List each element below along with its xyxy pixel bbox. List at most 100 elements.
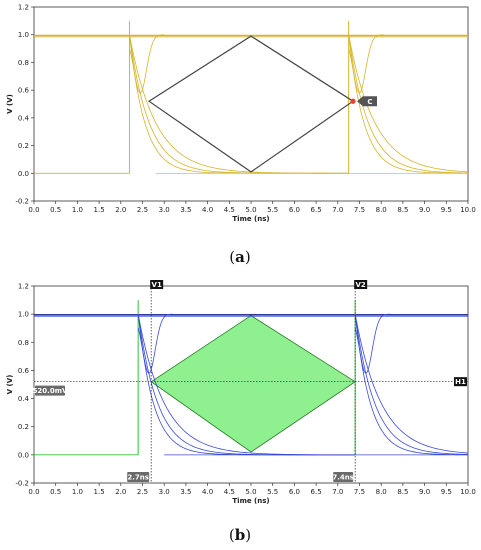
x-tick-label: 10.0 (460, 206, 476, 214)
y-tick-label: 0.2 (18, 142, 29, 150)
y-tick-label: 1.0 (18, 311, 29, 319)
x-tick-label: 2.5 (137, 206, 148, 214)
h1-value-tag (35, 385, 65, 396)
y-tick-label: 1.2 (18, 283, 29, 291)
x-tick-label: 3.5 (180, 488, 191, 496)
x-tick-label: 0.0 (28, 206, 39, 214)
x-tick-label: 4.0 (202, 488, 213, 496)
x-tick-label: 8.0 (376, 206, 387, 214)
x-tick-label: 9.5 (441, 206, 452, 214)
x-tick-label: 8.5 (397, 206, 408, 214)
trace-group (34, 300, 468, 456)
y-axis-label: V (V) (6, 375, 14, 395)
v1-value-tag (127, 472, 150, 482)
falling-trace (354, 314, 468, 454)
x-tick-label: 6.0 (289, 206, 300, 214)
x-tick-label: 9.0 (419, 488, 430, 496)
x-tick-label: 7.5 (354, 488, 365, 496)
eye-diagram-panel-a: 0.0 0.5 1.0 1.5 2.0 2.5 3.0 3.5 4.0 4.5 5.0 5.5 6.0 6… (6, 4, 476, 224)
x-tick-label: 9.5 (441, 488, 452, 496)
x-axis-label: Time (ns) (232, 497, 269, 505)
x-tick-label: 9.0 (419, 206, 430, 214)
h1-tag-label: H1 (455, 378, 466, 386)
x-tick-label: 1.5 (94, 488, 105, 496)
falling-trace (348, 34, 468, 174)
falling-trace (348, 34, 468, 174)
x-tick-label: 4.5 (224, 206, 235, 214)
caption-b: (b) (229, 526, 251, 544)
falling-trace (354, 314, 468, 456)
falling-trace (137, 314, 356, 456)
eye-cursor-point (350, 98, 356, 104)
y-tick-label: 0.6 (18, 367, 30, 375)
x-tick-label: 10.0 (460, 488, 476, 496)
y-tick-label: -0.2 (15, 198, 29, 206)
caption-a: (a) (229, 248, 250, 266)
x-tick-label: 6.0 (289, 488, 300, 496)
h1-tag (454, 377, 467, 387)
eye-opening-mask (150, 315, 356, 453)
v2-value-tag (333, 472, 354, 482)
y-tick-label: 0.6 (18, 87, 30, 95)
falling-trace (129, 34, 349, 174)
cursor-tag-label: C (367, 98, 372, 106)
v1-tag (150, 280, 164, 289)
y-axis-label: V (V) (6, 94, 14, 114)
x-tick-label: 6.5 (311, 488, 322, 496)
y-tick-label: 0.4 (18, 114, 30, 122)
x-tick-label: 3.5 (180, 206, 191, 214)
y-tick-label: 0.4 (18, 395, 30, 403)
x-tick-label: 7.0 (332, 206, 343, 214)
x-tick-label: 1.5 (94, 206, 105, 214)
ringing-dip-trace (354, 313, 390, 374)
v2-tag (354, 280, 368, 289)
v2-value-label: 7.4ns (332, 473, 354, 481)
eye-diagram-panel-b: 0.0 0.5 1.0 1.5 2.0 2.5 3.0 3.5 4.0 4.5 5.0 5.5 6.0 6… (6, 280, 476, 505)
v1-value-label: 2.7ns (127, 473, 149, 481)
v2-tag-label: V2 (356, 281, 366, 289)
x-tick-label: 4.0 (202, 206, 213, 214)
falling-trace (348, 34, 468, 173)
x-tick-label: 7.0 (332, 488, 343, 496)
y-tick-label: 1.2 (18, 4, 29, 12)
ringing-dip-trace (137, 313, 173, 374)
x-tick-label: 0.0 (28, 488, 39, 496)
falling-trace (354, 314, 468, 455)
falling-trace (129, 34, 349, 174)
x-tick-label: 8.5 (397, 488, 408, 496)
y-tick-label: 0.8 (18, 59, 29, 67)
x-tick-label: 5.0 (245, 488, 256, 496)
x-tick-label: 8.0 (376, 488, 387, 496)
eye-opening-mask (147, 35, 355, 173)
x-axis-label: Time (ns) (232, 215, 269, 223)
x-tick-label: 1.0 (72, 206, 83, 214)
x-tick-label: 0.5 (50, 488, 61, 496)
x-tick-label: 1.0 (72, 488, 83, 496)
x-tick-label: 6.5 (311, 206, 322, 214)
y-tick-label: 1.0 (18, 31, 29, 39)
x-tick-label: 5.0 (245, 206, 256, 214)
x-tick-label: 5.5 (267, 488, 278, 496)
x-tick-label: 2.0 (115, 488, 126, 496)
y-tick-label: 0.2 (18, 423, 29, 431)
x-tick-label: 7.5 (354, 206, 365, 214)
x-tick-label: 3.0 (159, 206, 170, 214)
y-tick-label: 0.8 (18, 339, 29, 347)
v1-tag-label: V1 (152, 281, 162, 289)
y-tick-label: 0.0 (18, 170, 29, 178)
ringing-dip-trace (348, 34, 384, 94)
x-tick-label: 2.5 (137, 488, 148, 496)
y-tick-label: -0.2 (15, 480, 29, 488)
x-tick-label: 4.5 (224, 488, 235, 496)
h1-value-label: 520.0mV (33, 387, 68, 395)
cursor-tag (356, 96, 377, 107)
ringing-dip-trace (129, 34, 165, 94)
x-tick-label: 3.0 (159, 488, 170, 496)
x-tick-label: 2.0 (115, 206, 126, 214)
trace-group (34, 20, 468, 174)
falling-trace (129, 34, 349, 174)
y-tick-label: 0.0 (18, 451, 29, 459)
x-tick-label: 0.5 (50, 206, 61, 214)
